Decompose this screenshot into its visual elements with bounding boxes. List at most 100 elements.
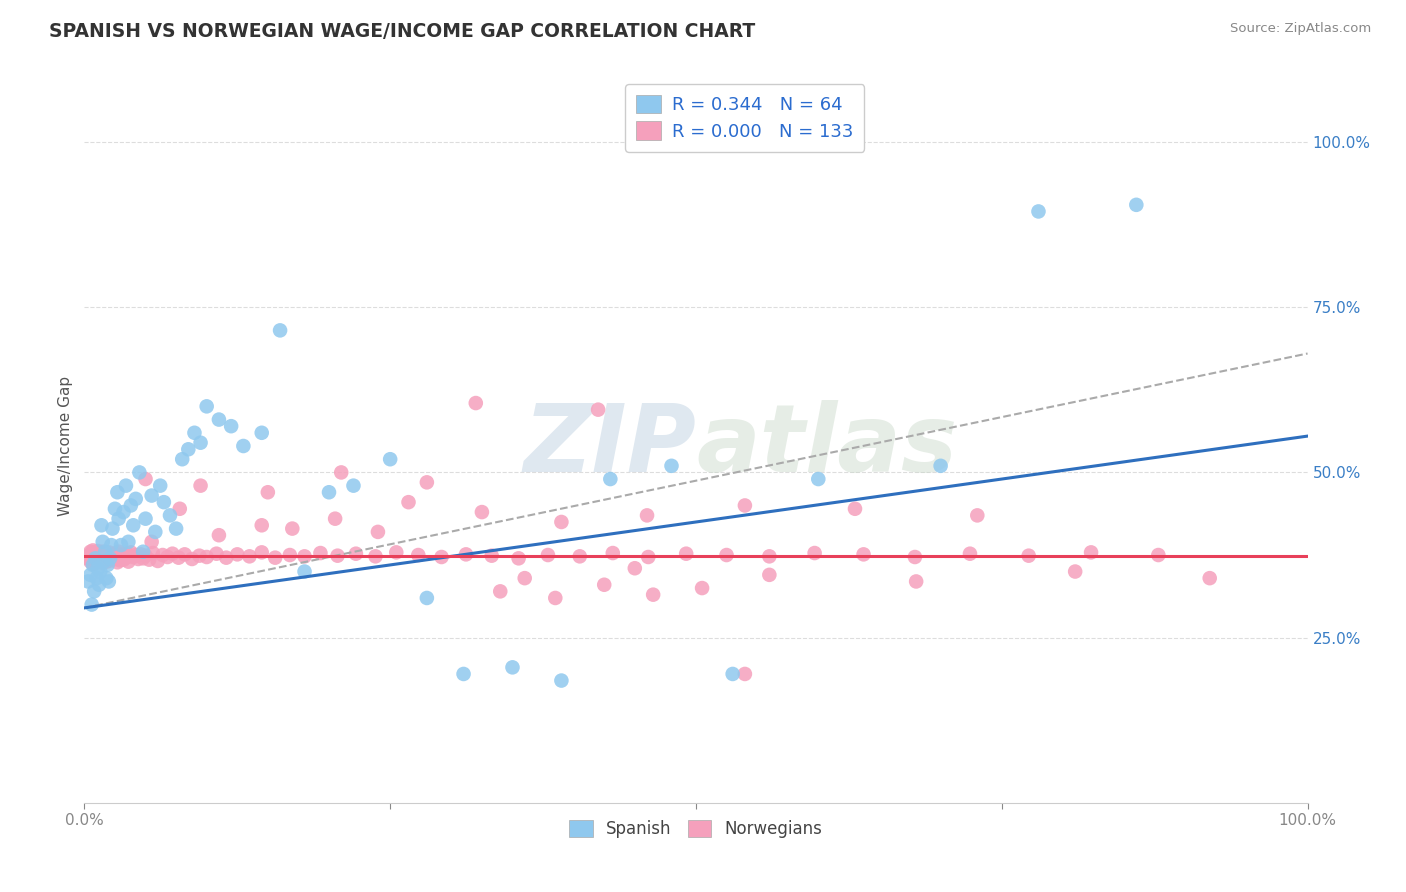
Point bbox=[195, 400, 218, 414]
Point bbox=[323, 511, 346, 525]
Point bbox=[364, 549, 387, 564]
Point bbox=[93, 552, 115, 566]
Point bbox=[454, 547, 477, 561]
Point bbox=[91, 556, 114, 570]
Point bbox=[84, 554, 107, 568]
Point bbox=[734, 499, 756, 513]
Point bbox=[690, 581, 713, 595]
Point bbox=[117, 534, 139, 549]
Point bbox=[112, 552, 135, 566]
Point bbox=[208, 412, 231, 426]
Point bbox=[115, 550, 138, 565]
Point bbox=[172, 452, 194, 467]
Point bbox=[215, 550, 238, 565]
Point bbox=[966, 508, 988, 523]
Point bbox=[205, 547, 228, 561]
Point bbox=[86, 549, 108, 564]
Point bbox=[90, 550, 112, 565]
Point bbox=[97, 549, 120, 564]
Point bbox=[77, 574, 100, 589]
Point bbox=[416, 591, 439, 605]
Point bbox=[105, 485, 128, 500]
Point bbox=[599, 472, 621, 486]
Point bbox=[238, 549, 260, 564]
Point bbox=[593, 578, 616, 592]
Point bbox=[77, 551, 100, 566]
Point bbox=[120, 545, 142, 559]
Point bbox=[264, 550, 287, 565]
Point bbox=[1125, 198, 1147, 212]
Point bbox=[568, 549, 591, 564]
Point bbox=[269, 323, 291, 337]
Point bbox=[105, 555, 128, 569]
Point bbox=[141, 534, 163, 549]
Point bbox=[250, 545, 273, 559]
Point bbox=[758, 549, 780, 564]
Point bbox=[135, 511, 157, 525]
Text: Source: ZipAtlas.com: Source: ZipAtlas.com bbox=[1230, 22, 1371, 36]
Point bbox=[169, 501, 191, 516]
Point bbox=[120, 499, 142, 513]
Point bbox=[110, 549, 132, 564]
Point bbox=[1064, 565, 1087, 579]
Point bbox=[149, 478, 172, 492]
Point bbox=[318, 485, 340, 500]
Point bbox=[190, 435, 212, 450]
Point bbox=[167, 550, 190, 565]
Point bbox=[208, 528, 231, 542]
Point bbox=[153, 495, 176, 509]
Point bbox=[89, 553, 111, 567]
Point bbox=[138, 552, 160, 566]
Point bbox=[79, 555, 101, 569]
Point bbox=[86, 571, 108, 585]
Point bbox=[721, 667, 744, 681]
Point bbox=[89, 565, 111, 579]
Point bbox=[513, 571, 536, 585]
Point bbox=[103, 548, 125, 562]
Point bbox=[96, 571, 118, 585]
Point bbox=[1018, 549, 1040, 563]
Point bbox=[905, 574, 928, 589]
Point bbox=[181, 552, 204, 566]
Point bbox=[929, 458, 952, 473]
Point bbox=[129, 547, 152, 561]
Point bbox=[852, 547, 875, 561]
Point bbox=[94, 545, 117, 559]
Point bbox=[115, 547, 138, 561]
Point bbox=[586, 402, 609, 417]
Point bbox=[101, 552, 124, 566]
Point bbox=[107, 511, 129, 525]
Point bbox=[219, 419, 242, 434]
Point bbox=[83, 584, 105, 599]
Point bbox=[79, 545, 101, 559]
Point bbox=[803, 546, 825, 560]
Point bbox=[117, 555, 139, 569]
Point bbox=[544, 591, 567, 605]
Point bbox=[471, 505, 494, 519]
Point bbox=[100, 538, 122, 552]
Point bbox=[83, 551, 105, 566]
Point bbox=[624, 561, 647, 575]
Point bbox=[489, 584, 512, 599]
Point bbox=[502, 660, 524, 674]
Point bbox=[508, 551, 530, 566]
Point bbox=[141, 489, 163, 503]
Point bbox=[1147, 548, 1170, 562]
Point bbox=[904, 549, 927, 564]
Point bbox=[758, 567, 780, 582]
Point bbox=[453, 667, 475, 681]
Point bbox=[122, 518, 145, 533]
Point bbox=[89, 545, 111, 559]
Point bbox=[135, 472, 157, 486]
Point bbox=[83, 548, 105, 562]
Legend: Spanish, Norwegians: Spanish, Norwegians bbox=[562, 813, 830, 845]
Point bbox=[108, 553, 131, 567]
Point bbox=[96, 546, 118, 560]
Point bbox=[97, 558, 120, 572]
Point bbox=[380, 452, 402, 467]
Point bbox=[94, 551, 117, 566]
Point bbox=[79, 567, 101, 582]
Point bbox=[93, 555, 115, 569]
Point bbox=[112, 505, 135, 519]
Point bbox=[97, 574, 120, 589]
